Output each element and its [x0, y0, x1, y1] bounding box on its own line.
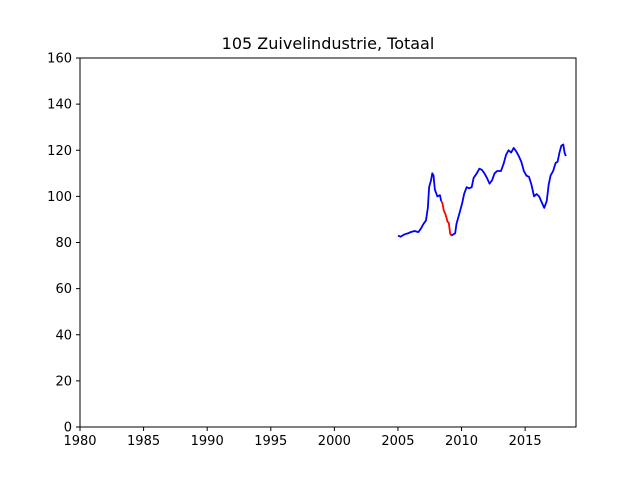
- x-tick-label: 1995: [254, 434, 287, 449]
- x-tick-label: 1980: [63, 434, 96, 449]
- x-tick-label: 2005: [381, 434, 414, 449]
- y-tick-label: 40: [55, 328, 72, 343]
- y-tick-label: 60: [55, 282, 72, 297]
- y-tick-label: 160: [47, 52, 72, 67]
- y-tick-label: 140: [47, 98, 72, 113]
- y-axis: 0 20 40 60 80 100 120 140 160: [47, 52, 80, 436]
- x-tick-label: 2000: [318, 434, 351, 449]
- y-tick-label: 120: [47, 144, 72, 159]
- x-tick-label: 2010: [445, 434, 478, 449]
- x-tick-label: 2015: [509, 434, 542, 449]
- series-line-0: [397, 172, 443, 238]
- y-tick-label: 0: [64, 421, 72, 436]
- chart-title: 105 Zuivelindustrie, Totaal: [222, 34, 435, 53]
- series-line-2: [450, 143, 567, 237]
- y-tick-label: 100: [47, 190, 72, 205]
- x-tick-label: 1985: [127, 434, 160, 449]
- series-layer: [397, 143, 567, 238]
- series-line-1: [440, 200, 453, 237]
- x-axis: 1980 1985 1990 1995 2000 2005 2010 2015: [63, 427, 542, 449]
- plot-frame: [79, 57, 577, 428]
- x-tick-label: 1990: [191, 434, 224, 449]
- y-tick-label: 20: [55, 374, 72, 389]
- y-tick-label: 80: [55, 236, 72, 251]
